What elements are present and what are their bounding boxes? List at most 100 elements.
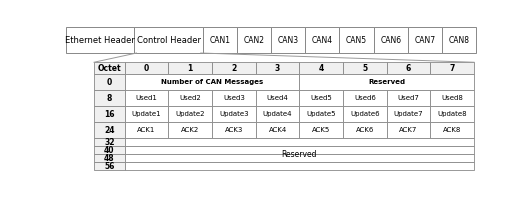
Text: 8: 8 (107, 94, 112, 103)
Text: Update4: Update4 (263, 111, 293, 117)
Bar (94, 146, 125, 154)
Bar (203, 27, 237, 53)
Text: 56: 56 (104, 162, 115, 171)
Text: Used5: Used5 (311, 95, 332, 101)
Bar (343, 62, 387, 74)
Bar (343, 122, 387, 138)
Bar (94, 154, 125, 162)
Bar (299, 106, 343, 122)
Text: CAN1: CAN1 (209, 36, 230, 44)
Bar (431, 90, 474, 106)
Bar (134, 27, 203, 53)
Text: ACK4: ACK4 (268, 127, 287, 133)
Bar (125, 62, 168, 74)
Bar (125, 162, 474, 170)
Text: ACK6: ACK6 (355, 127, 374, 133)
Bar (299, 74, 474, 90)
Bar (299, 90, 343, 106)
Text: Update5: Update5 (306, 111, 336, 117)
Bar (94, 62, 125, 74)
Text: CAN4: CAN4 (312, 36, 333, 44)
Text: Used3: Used3 (223, 95, 245, 101)
Bar (168, 106, 212, 122)
Text: Update6: Update6 (350, 111, 380, 117)
Bar (125, 90, 168, 106)
Bar (94, 138, 125, 146)
Bar (442, 27, 476, 53)
Bar (299, 122, 343, 138)
Text: Octet: Octet (97, 64, 121, 73)
Text: Update1: Update1 (132, 111, 161, 117)
Bar (94, 74, 125, 90)
Bar (431, 106, 474, 122)
Text: Reserved: Reserved (281, 150, 317, 159)
Bar (387, 90, 431, 106)
Bar (125, 74, 299, 90)
Text: 0: 0 (107, 78, 112, 87)
Text: ACK1: ACK1 (138, 127, 156, 133)
Bar (168, 122, 212, 138)
Text: ACK7: ACK7 (399, 127, 418, 133)
Text: 7: 7 (450, 64, 455, 73)
Bar (125, 106, 168, 122)
Text: ACK3: ACK3 (225, 127, 243, 133)
Bar (343, 90, 387, 106)
Text: Number of CAN Messages: Number of CAN Messages (161, 79, 263, 85)
Text: 3: 3 (275, 64, 280, 73)
Text: ACK5: ACK5 (312, 127, 330, 133)
Text: 48: 48 (104, 154, 115, 163)
Bar (305, 27, 340, 53)
Bar (299, 62, 343, 74)
Bar (94, 122, 125, 138)
Text: 6: 6 (406, 64, 411, 73)
Text: 4: 4 (318, 64, 324, 73)
Text: 1: 1 (188, 64, 193, 73)
Bar (256, 106, 299, 122)
Bar (256, 90, 299, 106)
Text: Used1: Used1 (135, 95, 158, 101)
Text: CAN6: CAN6 (380, 36, 402, 44)
Bar (343, 106, 387, 122)
Bar (125, 138, 474, 146)
Bar (237, 27, 271, 53)
Text: CAN7: CAN7 (414, 36, 435, 44)
Bar (431, 122, 474, 138)
Bar (387, 122, 431, 138)
Text: 32: 32 (104, 138, 115, 147)
Text: Used8: Used8 (441, 95, 463, 101)
Text: ACK2: ACK2 (181, 127, 199, 133)
Bar (373, 27, 408, 53)
Text: CAN8: CAN8 (449, 36, 470, 44)
Bar (168, 90, 212, 106)
Text: Ethernet Header: Ethernet Header (66, 36, 135, 44)
Bar (212, 90, 256, 106)
Text: Control Header: Control Header (136, 36, 200, 44)
Bar (168, 62, 212, 74)
Bar (94, 90, 125, 106)
Text: Update7: Update7 (394, 111, 423, 117)
Bar (256, 62, 299, 74)
Bar (387, 62, 431, 74)
Text: Used2: Used2 (179, 95, 201, 101)
Bar (125, 154, 474, 162)
Text: Reserved: Reserved (368, 79, 405, 85)
Bar (212, 122, 256, 138)
Text: Used7: Used7 (398, 95, 419, 101)
Bar (431, 62, 474, 74)
Text: CAN5: CAN5 (346, 36, 367, 44)
Text: CAN3: CAN3 (278, 36, 299, 44)
Bar (271, 27, 305, 53)
Bar (408, 27, 442, 53)
Text: Update8: Update8 (437, 111, 467, 117)
Text: 5: 5 (362, 64, 368, 73)
Text: 2: 2 (231, 64, 236, 73)
Bar (387, 106, 431, 122)
Bar (66, 27, 134, 53)
Text: 40: 40 (104, 146, 115, 155)
Text: 0: 0 (144, 64, 149, 73)
Bar (340, 27, 373, 53)
Text: Used4: Used4 (267, 95, 288, 101)
Bar (125, 122, 168, 138)
Text: 16: 16 (104, 110, 115, 119)
Text: Used6: Used6 (354, 95, 376, 101)
